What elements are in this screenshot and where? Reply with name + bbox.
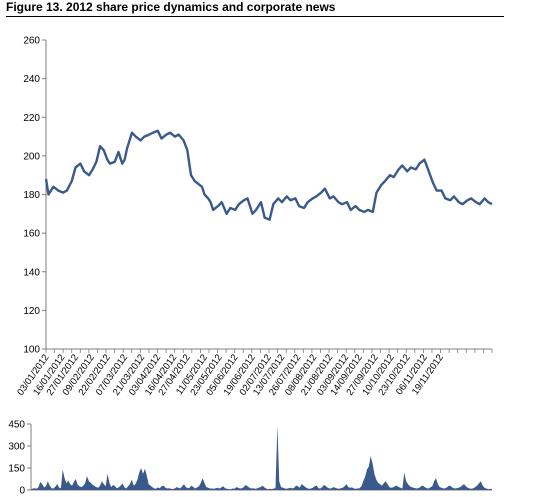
price-y-tick-label: 160 [23, 229, 40, 240]
figure-title: Figure 13. 2012 share price dynamics and… [6, 0, 336, 14]
price-y-tick-label: 180 [23, 190, 40, 201]
volume-y-tick-labels: 0 150 300 450 [8, 420, 31, 497]
volume-y-tick-label: 150 [8, 464, 25, 475]
price-y-tick-label: 100 [23, 345, 40, 356]
price-series-line [44, 129, 493, 221]
volume-y-tick-label: 450 [8, 420, 25, 431]
price-y-tick-label: 260 [23, 36, 40, 47]
volume-series-area [31, 425, 492, 490]
price-x-tick-labels: 03/01/201216/01/201227/01/201209/02/2012… [15, 349, 493, 398]
price-y-tick-label: 240 [23, 74, 40, 85]
price-axes [45, 40, 492, 350]
price-y-tick-label: 120 [23, 306, 40, 317]
title-rule [6, 16, 504, 17]
volume-y-tick-label: 0 [19, 486, 25, 497]
price-y-tick-labels: 100 120 140 160 180 200 220 240 260 [23, 36, 46, 356]
price-y-tick-label: 140 [23, 267, 40, 278]
volume-y-tick-label: 300 [8, 442, 25, 453]
price-y-tick-label: 220 [23, 113, 40, 124]
volume-axes [30, 424, 492, 491]
price-y-tick-label: 200 [23, 151, 40, 162]
